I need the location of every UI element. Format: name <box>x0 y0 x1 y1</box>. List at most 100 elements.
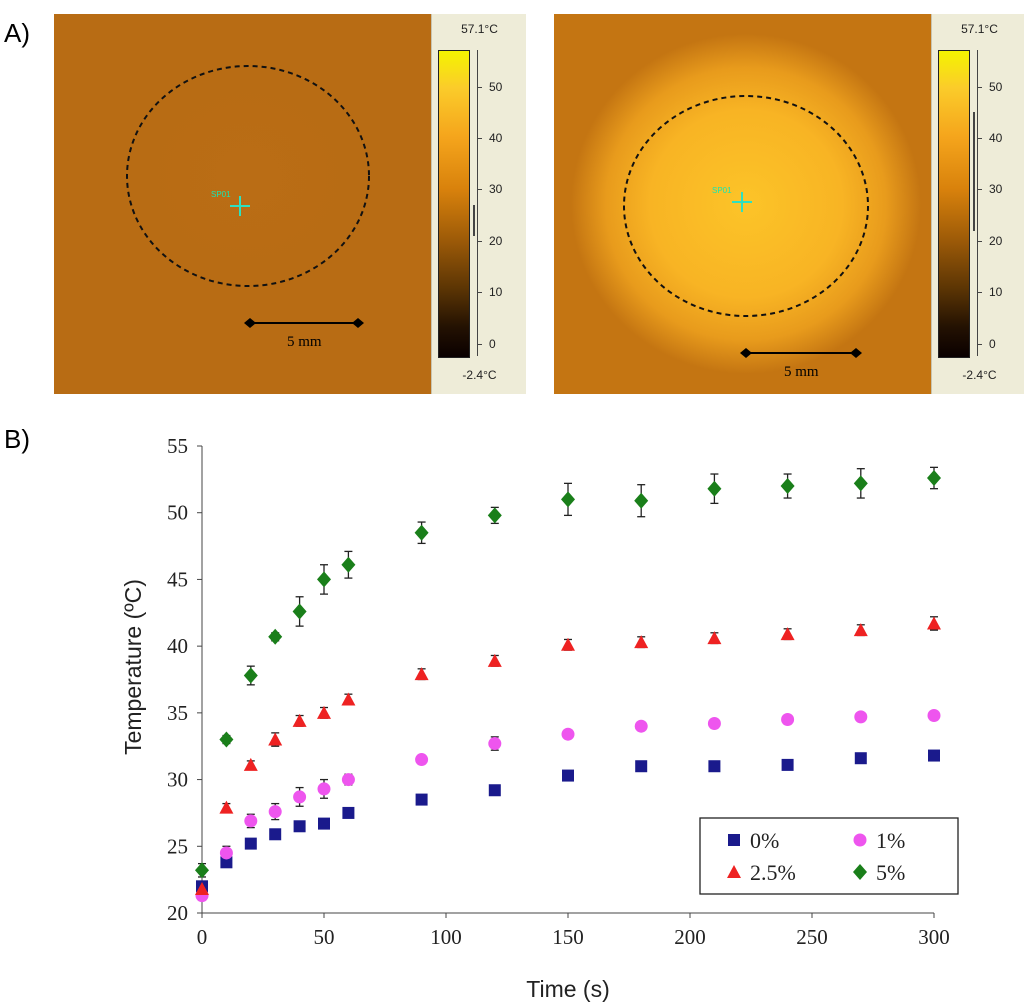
data-point-diamond <box>561 491 575 508</box>
data-point-square <box>488 784 501 797</box>
colorbar-tick-label: 40 <box>989 130 1003 145</box>
data-point-circle <box>244 814 258 828</box>
chart-axes: 0 50 100 150 200 250 300 20 25 30 35 40 45 50 55 <box>167 434 950 949</box>
scale-bar-label: 5 mm <box>784 364 819 380</box>
data-point-triangle <box>317 705 331 719</box>
thermal-image-5pct: SP01 5 mm 57.1°C -2.4°C 50 40 30 20 10 0 <box>554 14 1024 394</box>
data-point-triangle <box>195 881 209 895</box>
crosshair-icon <box>732 192 752 212</box>
data-point-diamond <box>317 571 331 588</box>
colorbar: 57.1°C -2.4°C 50 40 30 20 10 0 <box>931 14 1024 394</box>
roi-circle <box>126 65 370 287</box>
data-point-square <box>293 820 306 833</box>
data-point-square <box>244 837 257 850</box>
data-point-square <box>781 758 794 771</box>
data-point-square <box>220 856 233 869</box>
data-point-circle <box>854 710 868 724</box>
data-point-diamond <box>268 628 283 645</box>
data-point-triangle <box>292 713 307 727</box>
data-point-circle <box>219 846 233 860</box>
roi-circle <box>623 95 869 317</box>
thermal-overlay <box>554 14 931 394</box>
x-tick-label: 200 <box>674 925 706 949</box>
data-point-square <box>415 793 428 806</box>
y-tick-label: 45 <box>167 567 188 591</box>
spot-label: SP01 <box>712 186 732 195</box>
data-point-circle <box>268 805 282 819</box>
data-point-triangle <box>634 635 649 649</box>
legend: 0% 1% 2.5% 5% <box>699 817 959 895</box>
x-tick-label: 150 <box>552 925 584 949</box>
data-point-diamond <box>634 492 649 509</box>
colorbar-tick-label: 50 <box>989 79 1003 94</box>
x-tick-label: 250 <box>796 925 828 949</box>
data-point-diamond <box>853 475 868 492</box>
x-axis-title: Time (s) <box>526 976 609 1002</box>
data-point-circle <box>488 737 502 751</box>
colorbar-axis <box>977 50 978 356</box>
legend-label: 2.5% <box>750 860 796 885</box>
data-point-triangle <box>707 631 722 645</box>
temperature-chart: 0 50 100 150 200 250 300 20 25 30 35 40 45 50 55 Time … <box>120 434 959 1002</box>
colorbar-tick <box>977 137 982 139</box>
data-point-square <box>562 769 574 782</box>
data-markers <box>195 470 941 903</box>
colorbar-tick <box>977 86 982 88</box>
data-point-triangle <box>780 627 795 641</box>
scale-bar <box>244 318 364 328</box>
crosshair-icon <box>230 196 250 216</box>
data-point-circle <box>561 727 575 741</box>
data-point-triangle <box>341 692 356 706</box>
data-point-triangle <box>243 757 258 771</box>
data-point-circle <box>415 753 429 767</box>
x-tick-label: 50 <box>314 925 335 949</box>
data-point-circle <box>317 782 331 796</box>
data-point-square <box>854 752 867 765</box>
colorbar-gradient <box>438 50 470 358</box>
colorbar-tick <box>477 292 482 294</box>
legend-marker <box>853 864 867 880</box>
colorbar-spot-marker <box>973 112 975 231</box>
data-point-triangle <box>853 623 868 637</box>
colorbar-tick-label: 10 <box>989 285 1003 300</box>
data-point-diamond <box>243 667 258 684</box>
data-point-circle <box>927 709 941 723</box>
legend-label: 1% <box>876 828 905 853</box>
thermal-field: SP01 5 mm <box>554 14 931 394</box>
colorbar-max-label: 57.1°C <box>461 22 498 36</box>
legend-label: 5% <box>876 860 905 885</box>
colorbar-tick <box>477 189 482 191</box>
data-point-square <box>342 806 355 819</box>
data-point-circle <box>707 717 721 731</box>
colorbar-gradient <box>938 50 970 358</box>
colorbar-axis <box>477 50 478 356</box>
panel-b-label: B) <box>4 424 30 454</box>
y-axis-title: Temperature (ºC) <box>120 579 146 755</box>
data-point-diamond <box>219 731 234 748</box>
colorbar-tick-label: 30 <box>989 182 1003 197</box>
colorbar-tick-label: 0 <box>489 336 496 351</box>
colorbar-tick <box>477 137 482 139</box>
colorbar-tick <box>977 292 982 294</box>
colorbar-tick-label: 0 <box>989 336 996 351</box>
data-point-circle <box>341 773 355 787</box>
colorbar-tick <box>477 86 482 88</box>
y-tick-label: 40 <box>167 634 188 658</box>
legend-marker <box>727 865 741 878</box>
legend-label: 0% <box>750 828 779 853</box>
colorbar-tick-label: 20 <box>489 233 503 248</box>
y-tick-label: 35 <box>167 701 188 725</box>
data-point-triangle <box>927 616 941 630</box>
y-tick-label: 55 <box>167 434 188 458</box>
thermal-overlay <box>54 14 431 394</box>
data-point-triangle <box>414 667 429 681</box>
colorbar-spot-marker <box>473 204 475 236</box>
data-point-circle <box>781 713 795 727</box>
colorbar-tick <box>477 240 482 242</box>
colorbar-tick-label: 10 <box>489 285 503 300</box>
legend-marker <box>853 833 867 847</box>
data-point-diamond <box>707 480 722 497</box>
data-point-square <box>635 760 648 773</box>
spot-label: SP01 <box>211 190 231 199</box>
data-point-diamond <box>292 603 307 620</box>
